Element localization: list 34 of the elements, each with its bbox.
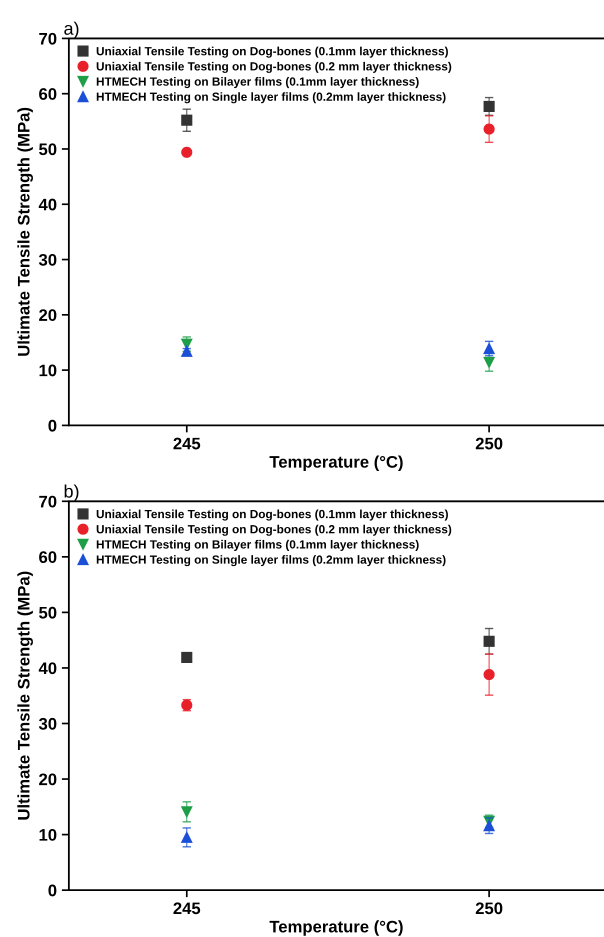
chart-title: a) xyxy=(64,22,78,38)
y-tick-label: 60 xyxy=(39,551,56,564)
x-axis-title: Temperature (°C) xyxy=(270,456,403,472)
legend-label: HTMECH Testing on Bilayer films (0.1mm layer thickness) xyxy=(96,77,419,88)
y-tick-label: 30 xyxy=(38,254,56,266)
x-tick-label: 245 xyxy=(173,438,200,450)
y-axis-title: Ultimate Tensile Strength (MPa) xyxy=(17,572,33,820)
y-tick-label: 50 xyxy=(39,143,56,156)
y-tick-label: 70 xyxy=(39,32,56,45)
legend-label: Uniaxial Tensile Testing on Dog-bones (0.2 mm layer thickness) xyxy=(96,524,452,536)
y-tick-label: 0 xyxy=(48,884,56,896)
legend-label: HTMECH Testing on Bilayer films (0.1mm layer thickness) xyxy=(96,540,419,551)
x-axis-title: Temperature (°C) xyxy=(270,920,403,936)
x-tick-label: 245 xyxy=(173,902,200,914)
y-tick-label: 40 xyxy=(38,662,56,674)
legend-label: Uniaxial Tensile Testing on Dog-bones (0.2 mm layer thickness) xyxy=(96,62,452,73)
y-tick-label: 20 xyxy=(39,773,56,786)
y-tick-label: 10 xyxy=(40,829,56,841)
chart-title: b) xyxy=(64,484,78,502)
x-tick-label: 250 xyxy=(476,438,502,450)
y-tick-label: 60 xyxy=(39,88,56,100)
legend-label: HTMECH Testing on Single layer films (0.2mm layer thickness) xyxy=(96,555,446,566)
y-tick-label: 30 xyxy=(38,718,56,730)
y-axis-title: Ultimate Tensile Strength (MPa) xyxy=(17,108,33,356)
y-tick-label: 0 xyxy=(48,420,56,432)
legend-label: Uniaxial Tensile Testing on Dog-bones (0.1mm layer thickness) xyxy=(96,46,448,58)
x-tick-label: 250 xyxy=(476,902,502,914)
y-tick-label: 20 xyxy=(39,309,56,322)
y-tick-label: 10 xyxy=(40,364,56,376)
y-tick-label: 40 xyxy=(38,198,56,210)
legend-label: Uniaxial Tensile Testing on Dog-bones (0.1mm layer thickness) xyxy=(96,510,448,521)
legend-label: HTMECH Testing on Single layer films (0.2mm layer thickness) xyxy=(96,92,446,104)
y-tick-label: 50 xyxy=(39,606,56,619)
y-tick-label: 70 xyxy=(39,496,56,508)
